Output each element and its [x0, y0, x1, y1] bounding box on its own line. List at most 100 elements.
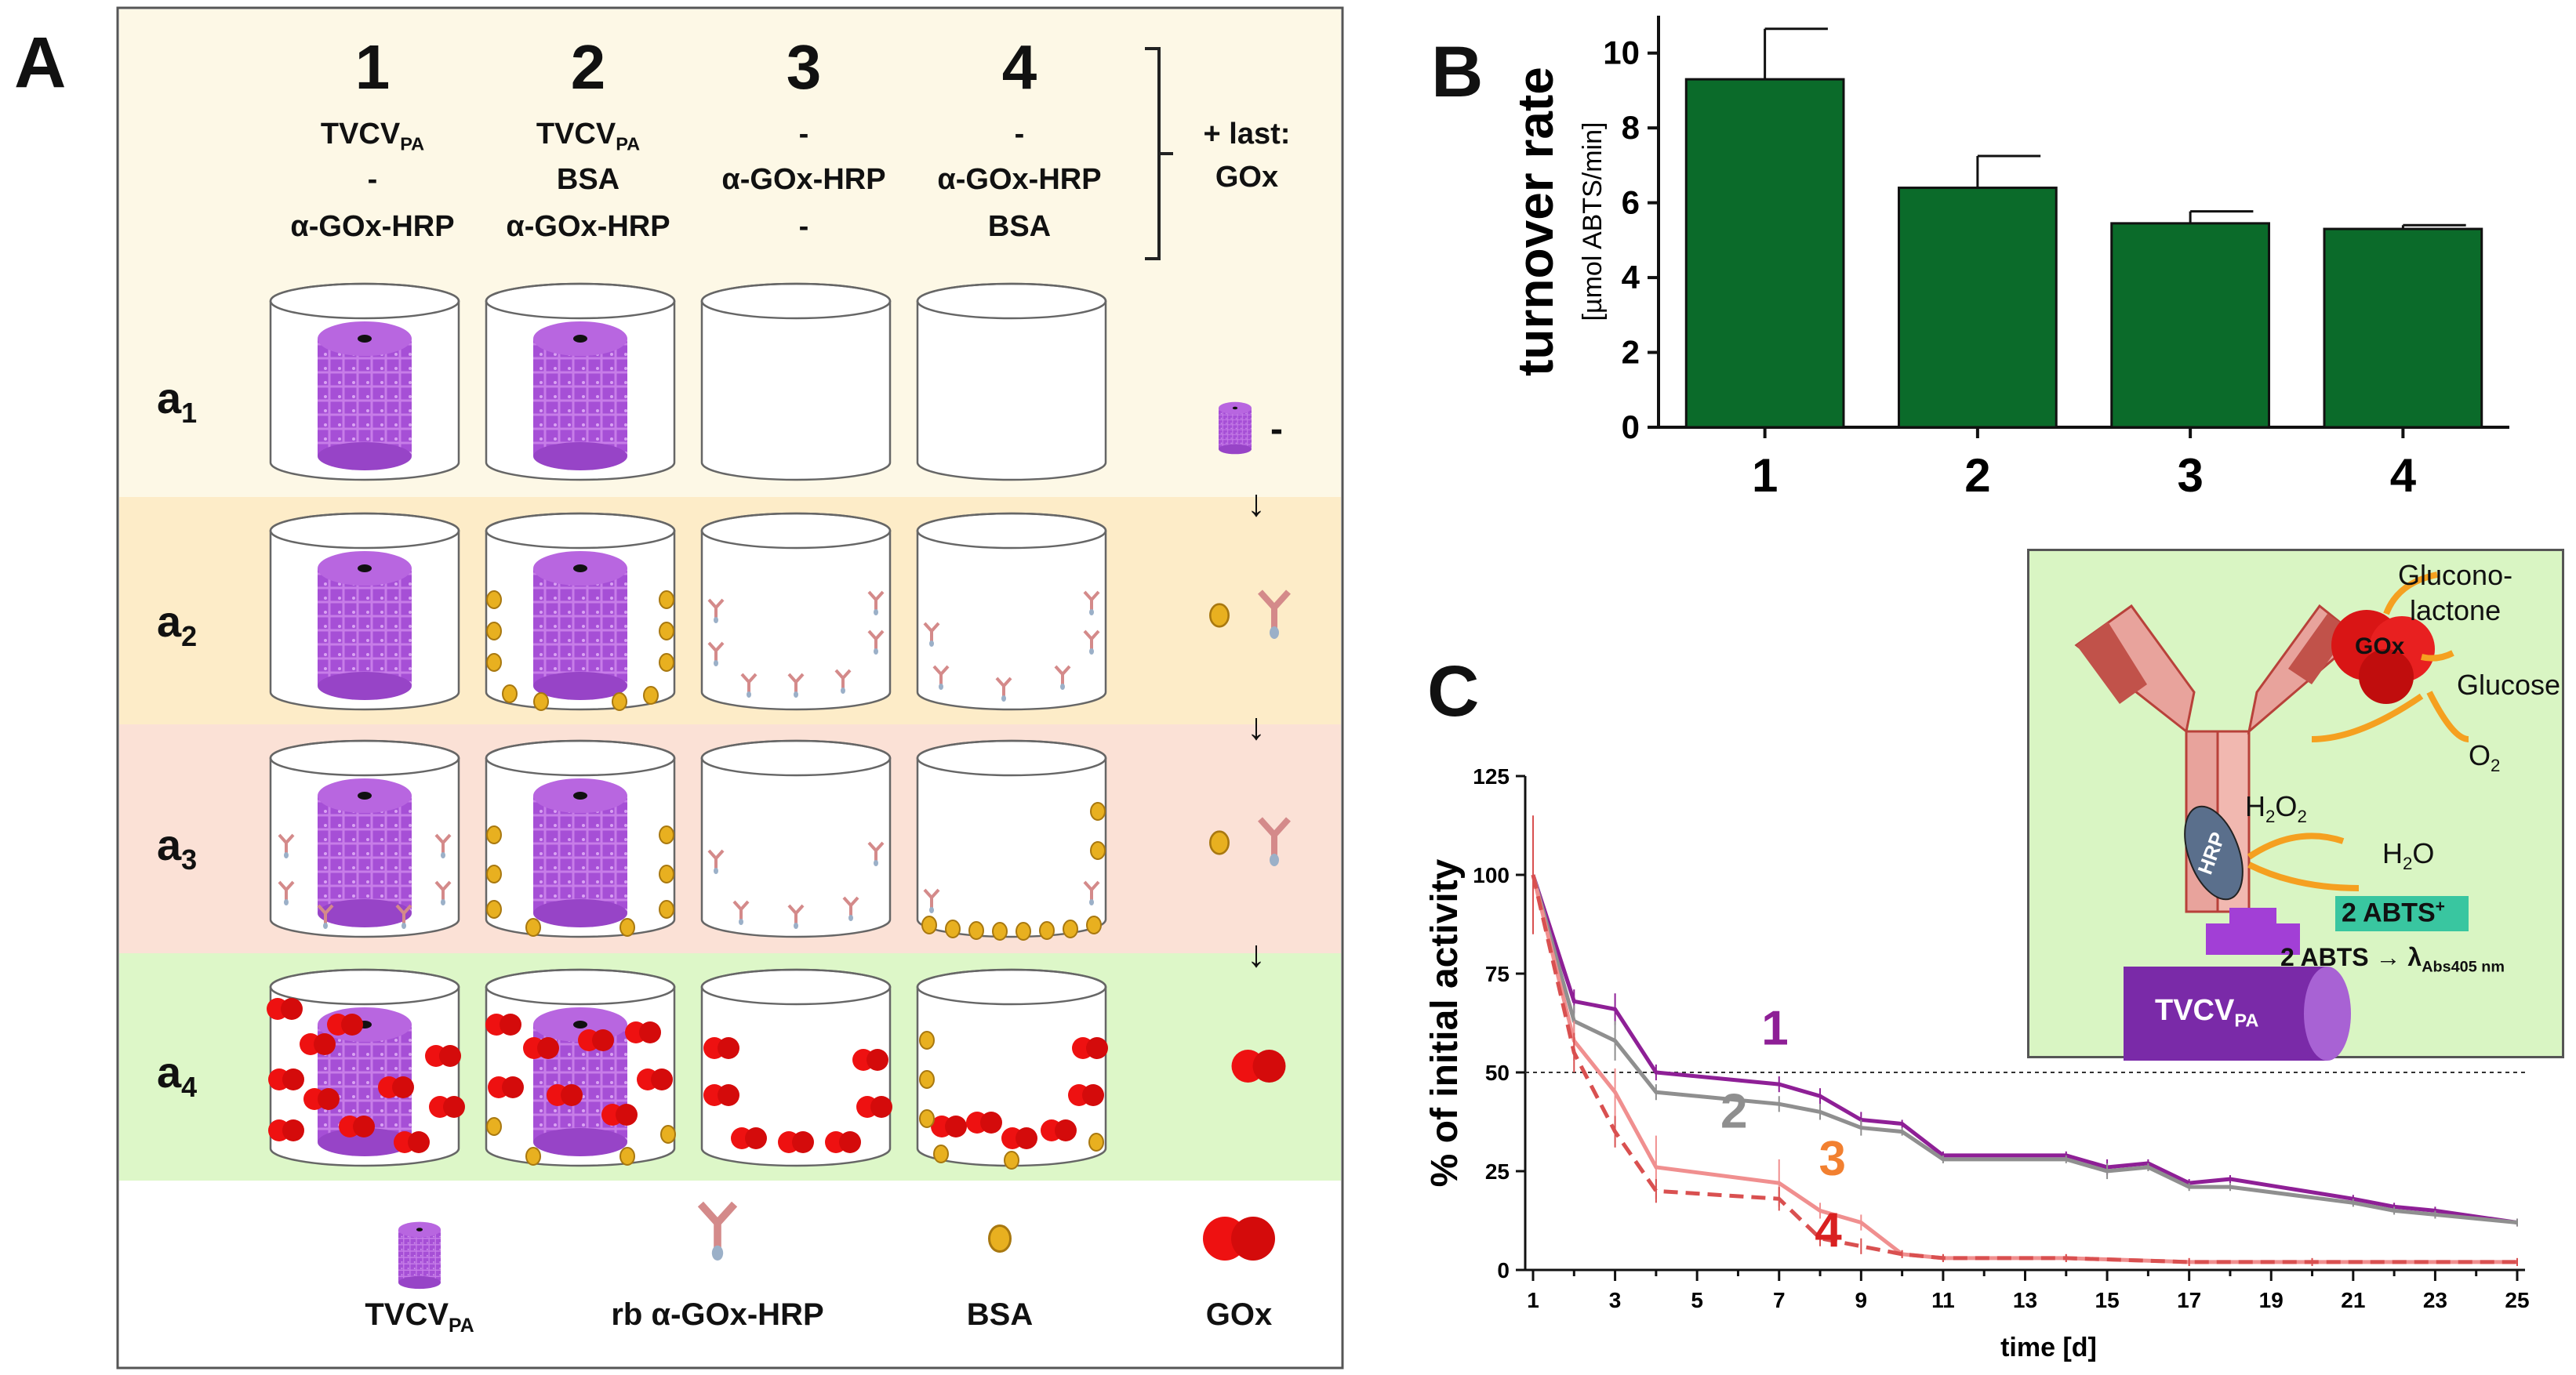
- legend-antibody-label: rb α-GOx-HRP: [611, 1297, 824, 1332]
- inset-abts-plus: 2 ABTS+: [2342, 898, 2445, 928]
- y-axis-unit: [µmol ABTS/min]: [1578, 122, 1608, 321]
- bar-4: [2323, 227, 2483, 429]
- row-label-a1: a1: [157, 373, 198, 430]
- x-tick-label-1: 1: [1752, 449, 1778, 502]
- panel-label-c: C: [1427, 651, 1480, 731]
- x-tick-label: 1: [1527, 1288, 1539, 1312]
- x-tick-label: 15: [2095, 1288, 2120, 1312]
- step-arrow-1: ↓: [1247, 483, 1266, 524]
- series-label-3: 3: [1818, 1132, 1845, 1186]
- inset-tvcv-icon: [2124, 967, 2351, 1061]
- legend-tvcv-label: TVCVPA: [365, 1297, 474, 1337]
- column-1-line2: -: [367, 163, 378, 196]
- column-4-line3: BSA: [987, 210, 1052, 243]
- y-tick-label: 10: [1603, 34, 1640, 71]
- column-1-number: 1: [354, 32, 391, 102]
- legend-gox-label: GOx: [1205, 1297, 1273, 1332]
- x-tick-label-3: 3: [2177, 449, 2203, 502]
- x-tick-label: 9: [1855, 1288, 1868, 1312]
- row-label-a3: a3: [157, 820, 198, 876]
- legend-bsa-icon: [988, 1224, 1012, 1253]
- legend-bsa-label: BSA: [966, 1297, 1034, 1332]
- column-4-number: 4: [1001, 32, 1037, 102]
- x-tick-label: 3: [1609, 1288, 1622, 1312]
- column-2-number: 2: [570, 32, 606, 102]
- x-tick-label: 21: [2341, 1288, 2365, 1312]
- header-bracket: [1145, 47, 1173, 260]
- step-icon-virus: [1219, 401, 1252, 455]
- series-line-2: [1531, 874, 2518, 1225]
- series-label-1: 1: [1761, 1002, 1788, 1056]
- column-3-line3: -: [798, 210, 809, 243]
- inset-gox-icon: [2331, 610, 2435, 704]
- x-tick-label: 5: [1691, 1288, 1703, 1312]
- panel-label-b: B: [1431, 32, 1484, 112]
- inset-h2o: H2O: [2382, 837, 2435, 874]
- column-3-line1: -: [798, 118, 809, 151]
- column-2-line1: TVCVPA: [536, 118, 641, 154]
- y-axis-label: % of initial activity: [1424, 858, 1466, 1187]
- inset-gluconolactone-2: lactone: [2410, 594, 2502, 626]
- series-line-4: [1531, 874, 2517, 1264]
- inset-hrp-icon: [2184, 805, 2244, 901]
- inset-h2o2: H2O2: [2245, 790, 2307, 827]
- antibody-shape: [2074, 604, 2361, 955]
- step-icon-bsa-a3: [1209, 830, 1230, 855]
- series-4: [1531, 815, 2518, 1266]
- step-arrow-2: ↓: [1247, 706, 1266, 748]
- column-1-line1: TVCVPA: [320, 118, 425, 154]
- step-arrow-3: ↓: [1247, 934, 1266, 975]
- y-tick-label: 4: [1622, 259, 1640, 296]
- y-tick-label: 0: [1497, 1258, 1510, 1282]
- y-tick-label: 0: [1622, 408, 1640, 445]
- inset-diagram: Glucono- lactone Glucose O2 H2O2 H2O 2 A…: [2027, 549, 2564, 1061]
- step-a1-dash: -: [1270, 408, 1283, 450]
- step-icon-bsa-a2: [1209, 603, 1230, 628]
- y-tick-label: 25: [1485, 1159, 1510, 1184]
- x-axis-label: time [d]: [2000, 1333, 2097, 1362]
- column-2-line3: α-GOx-HRP: [506, 210, 670, 243]
- y-tick-label: 75: [1485, 962, 1510, 986]
- inset-abts-line: 2 ABTS → λAbs405 nm: [2280, 943, 2505, 976]
- series-label-2: 2: [1720, 1085, 1747, 1139]
- x-tick-label: 19: [2259, 1288, 2284, 1312]
- y-tick-label: 8: [1622, 109, 1640, 146]
- x-tick-label: 11: [1931, 1288, 1955, 1312]
- series-line-1: [1531, 874, 2518, 1224]
- y-axis-label: turnover rate: [1507, 67, 1564, 376]
- legend-gox-icon: [1203, 1217, 1275, 1261]
- y-tick-label: 6: [1622, 184, 1640, 221]
- bar-2: [1898, 187, 2058, 429]
- column-4-line2: α-GOx-HRP: [937, 163, 1102, 196]
- last-step-line1: + last:: [1203, 118, 1291, 151]
- x-tick-label: 13: [2013, 1288, 2037, 1312]
- panel-a-figure: [116, 6, 1344, 1370]
- column-4-line1: -: [1014, 118, 1025, 151]
- row-label-a4: a4: [157, 1047, 198, 1104]
- last-step-line2: GOx: [1215, 161, 1279, 194]
- inset-gox-label: GOx: [2355, 633, 2405, 659]
- panel-label-a: A: [14, 23, 67, 103]
- x-tick-label-2: 2: [1964, 449, 1990, 502]
- x-tick-label: 23: [2423, 1288, 2447, 1312]
- x-tick-label: 7: [1773, 1288, 1786, 1312]
- bar-1: [1684, 78, 1845, 429]
- legend-virus-icon: [398, 1221, 441, 1290]
- x-tick-label-4: 4: [2390, 449, 2417, 502]
- inset-glucose: Glucose: [2457, 669, 2561, 701]
- row-label-a2: a2: [157, 597, 198, 653]
- step-icon-gox: [1231, 1050, 1286, 1083]
- inset-tvcv-label: TVCVPA: [2155, 994, 2259, 1031]
- column-1-line3: α-GOx-HRP: [290, 210, 455, 243]
- column-2-line2: BSA: [556, 163, 620, 196]
- y-tick-label: 50: [1485, 1061, 1510, 1085]
- x-tick-label: 17: [2177, 1288, 2201, 1312]
- x-tick-label: 25: [2505, 1288, 2529, 1312]
- y-tick-label: 125: [1473, 764, 1510, 789]
- bar-3: [2110, 222, 2270, 429]
- y-tick-label: 100: [1473, 863, 1510, 887]
- y-tick-label: 2: [1622, 334, 1640, 371]
- inset-o2: O2: [2469, 739, 2501, 776]
